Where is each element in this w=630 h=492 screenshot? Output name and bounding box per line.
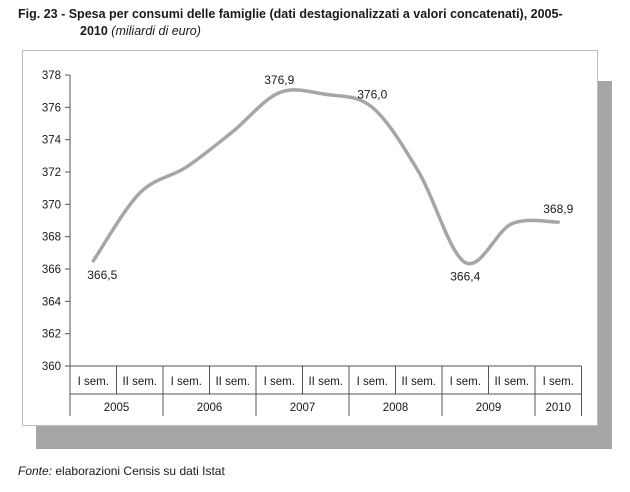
y-tick-label: 370 [42, 199, 61, 211]
x-year-label: 2006 [197, 402, 223, 414]
data-label: 366,4 [450, 270, 480, 284]
data-point [557, 221, 559, 223]
x-year-label: 2010 [545, 402, 571, 414]
x-tick-label: I sem. [450, 376, 481, 388]
y-tick-label: 362 [42, 329, 61, 341]
data-point [185, 166, 187, 168]
x-tick-label: II sem. [308, 376, 343, 388]
data-point [278, 92, 280, 94]
data-point [464, 262, 466, 264]
x-tick-label: I sem. [357, 376, 388, 388]
data-point [92, 260, 94, 262]
x-tick-label: II sem. [494, 376, 529, 388]
data-label: 376,0 [357, 87, 387, 101]
x-tick-label: I sem. [78, 376, 109, 388]
y-tick-label: 366 [42, 264, 61, 276]
y-tick-label: 360 [42, 361, 61, 373]
y-tick-label: 376 [42, 102, 61, 114]
series-line [91, 88, 560, 266]
x-tick-label: II sem. [122, 376, 157, 388]
data-point [511, 223, 513, 225]
x-year-label: 2009 [476, 402, 502, 414]
data-point [232, 131, 234, 133]
y-tick-label: 378 [42, 70, 61, 82]
x-tick-label: I sem. [171, 376, 202, 388]
data-label: 368,9 [543, 202, 573, 216]
x-year-label: 2005 [104, 402, 130, 414]
source-text: elaborazioni Censis su dati Istat [55, 464, 225, 478]
y-tick-label: 372 [42, 167, 61, 179]
x-tick-label: I sem. [543, 376, 574, 388]
x-tick-label: I sem. [264, 376, 295, 388]
figure-number: Fig. 23 - [18, 7, 66, 21]
x-year-label: 2008 [383, 402, 409, 414]
data-label: 376,9 [264, 73, 294, 87]
y-tick-label: 364 [42, 296, 62, 308]
data-point [139, 192, 141, 194]
y-tick-label: 368 [42, 232, 61, 244]
x-tick-label: II sem. [401, 376, 436, 388]
data-point [418, 171, 420, 173]
title-line-1: Spesa per consumi delle famiglie (dati d… [68, 7, 563, 21]
data-point [325, 93, 327, 95]
title-line-2: 2010 [80, 24, 108, 38]
x-year-label: 2007 [290, 402, 316, 414]
source-label: Fonte: [18, 464, 53, 478]
source-note: Fonte: elaborazioni Censis su dati Istat [18, 464, 225, 478]
data-label: 366,5 [87, 268, 117, 282]
chart-panel [22, 50, 598, 426]
chart-subtitle: (miliardi di euro) [111, 24, 201, 38]
y-tick-label: 374 [42, 135, 62, 147]
x-tick-label: II sem. [215, 376, 250, 388]
data-point [371, 106, 373, 108]
chart-title: Fig. 23 - Spesa per consumi delle famigl… [18, 6, 618, 40]
